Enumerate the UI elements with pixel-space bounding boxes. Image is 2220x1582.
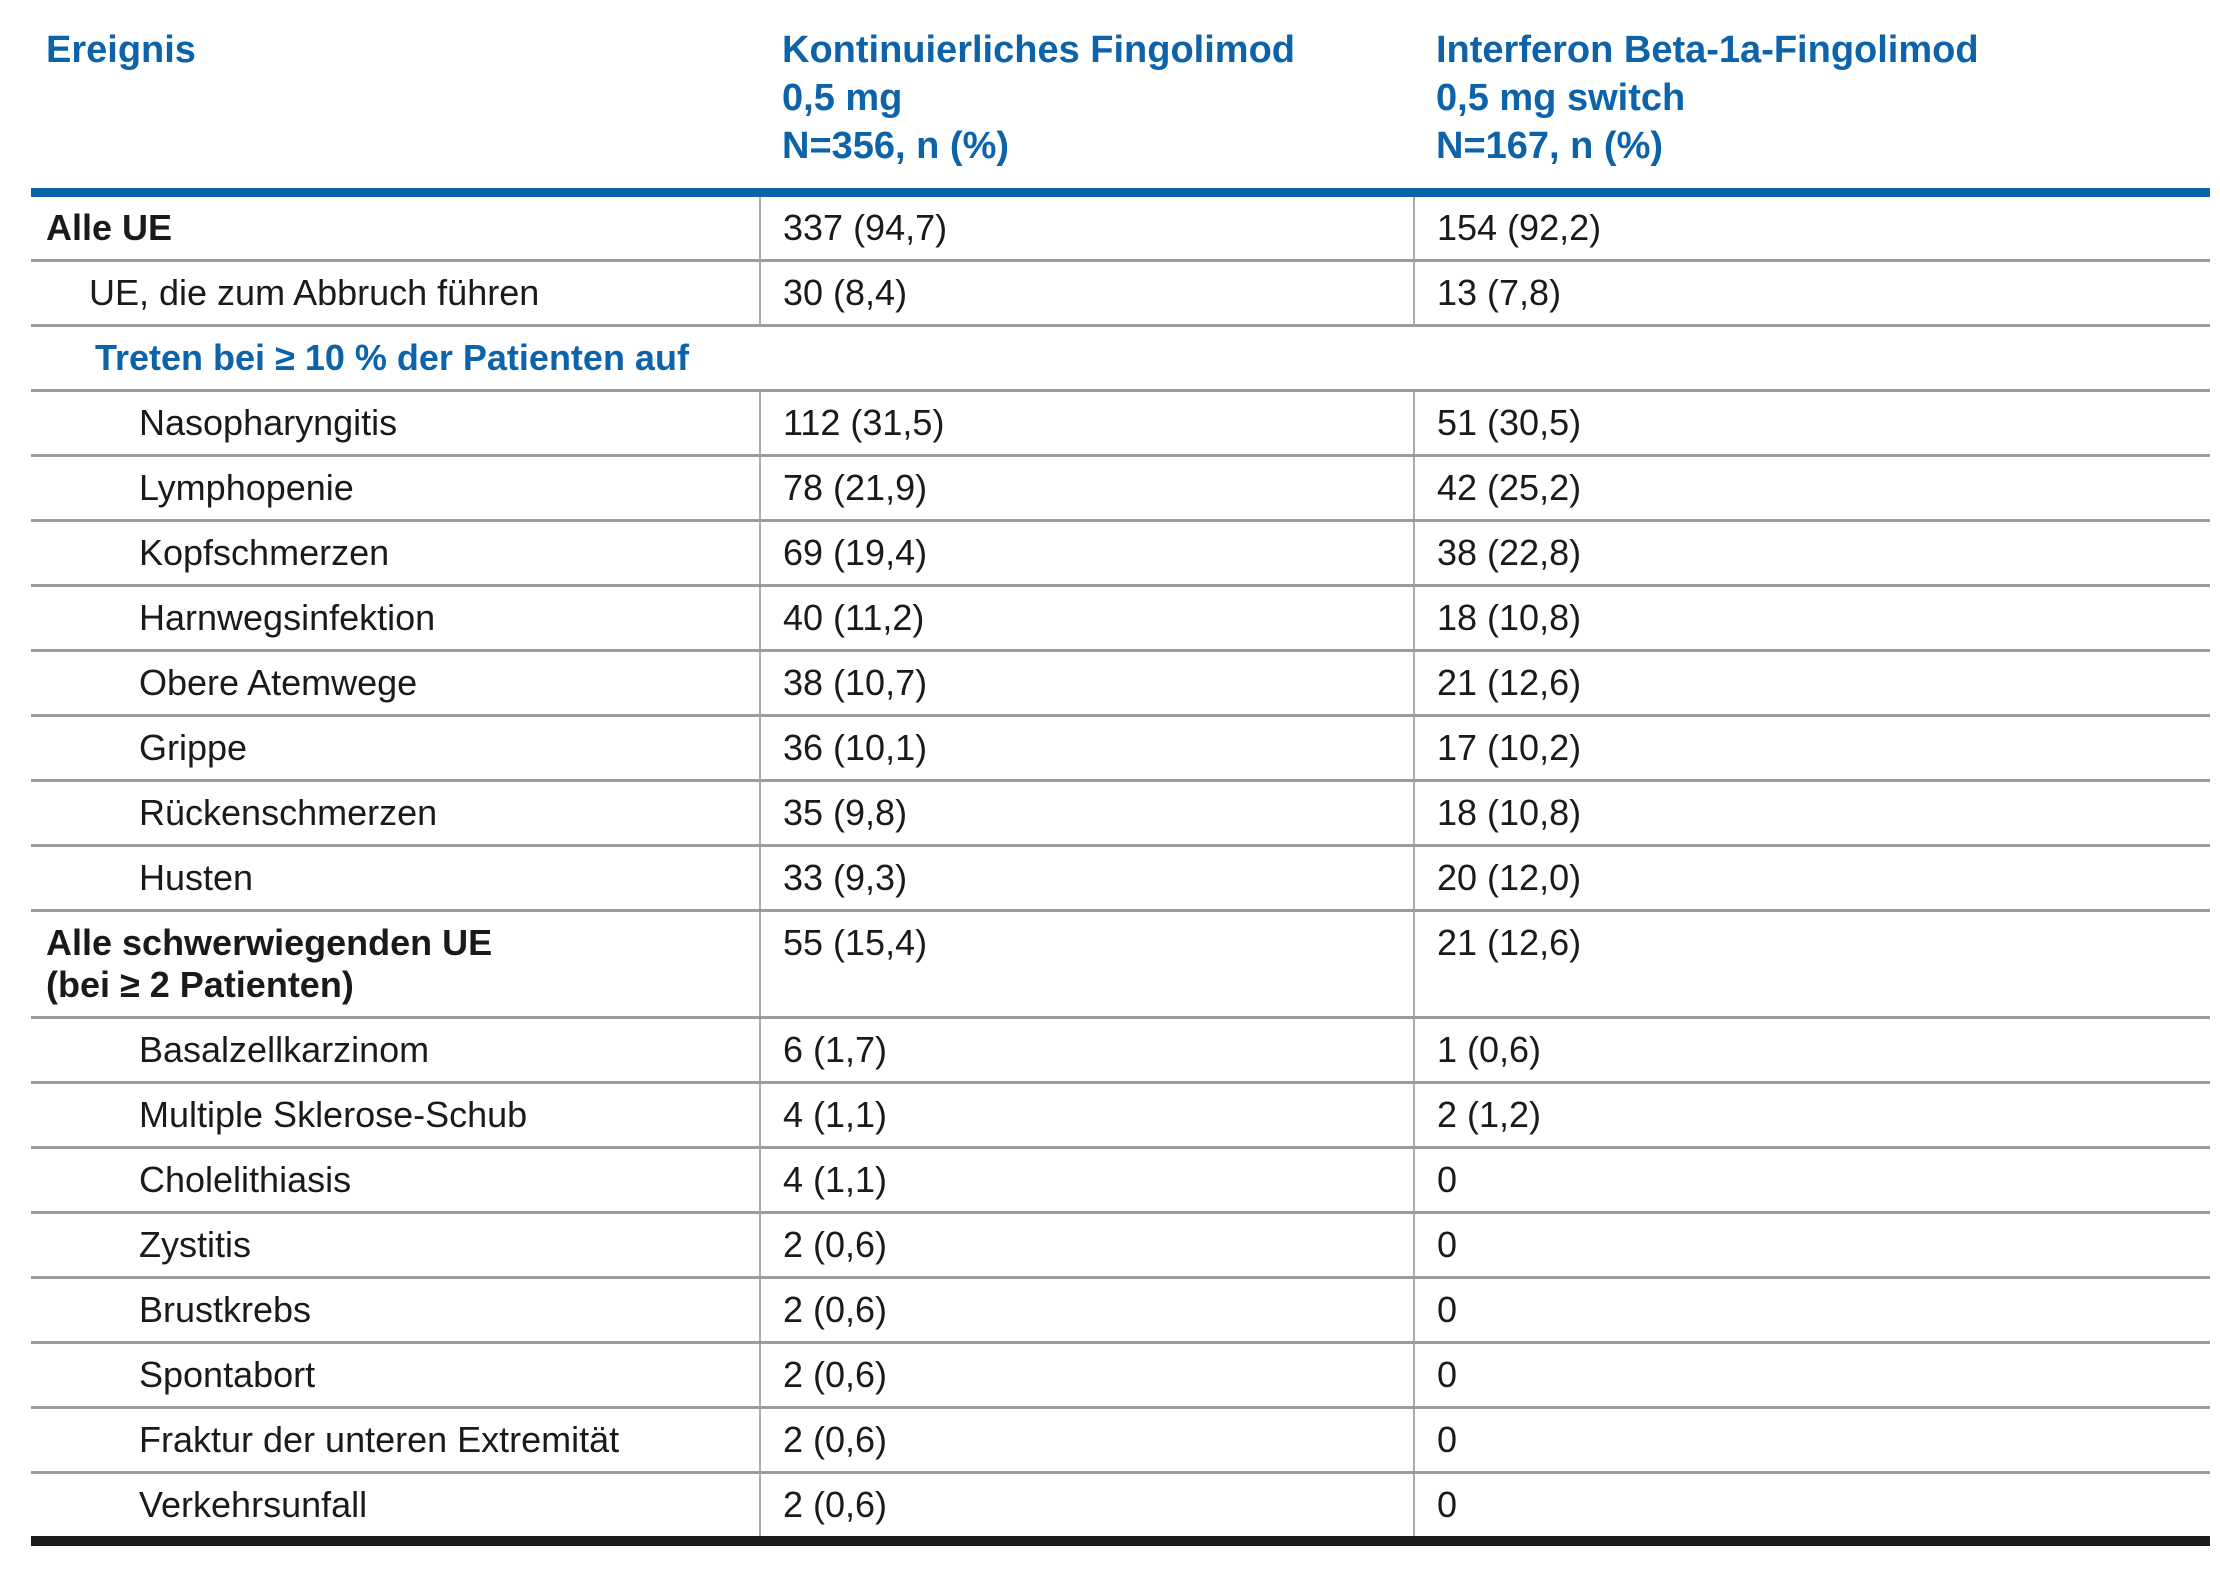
row-value-cell-col3: 17 (10,2) [1413,715,2210,782]
row-value-cell-col2: 36 (10,1) [759,715,1414,782]
row-value-cell-col3: 154 (92,2) [1413,192,2210,262]
table-row: Multiple Sklerose-Schub 4 (1,1) 2 (1,2) [31,1082,2210,1149]
table-row: Obere Atemwege 38 (10,7) 21 (12,6) [31,650,2210,717]
row-label-cell: Alle UE [31,192,760,262]
row-label-cell: Lymphopenie [31,455,760,522]
table-row: Harnwegsinfektion 40 (11,2) 18 (10,8) [31,585,2210,652]
row-value-cell-col3: 13 (7,8) [1413,260,2210,327]
row-label-cell: Fraktur der unteren Extremität [31,1407,760,1474]
table-row: Fraktur der unteren Extremität 2 (0,6) 0 [31,1407,2210,1474]
row-value-cell-col3: 0 [1413,1342,2210,1409]
row-label-cell: Nasopharyngitis [31,390,760,457]
table-row: Basalzellkarzinom 6 (1,7) 1 (0,6) [31,1017,2210,1084]
table-row: Kopfschmerzen 69 (19,4) 38 (22,8) [31,520,2210,587]
table-row: Verkehrsunfall 2 (0,6) 0 [31,1472,2210,1541]
row-value-cell-col3: 0 [1413,1147,2210,1214]
row-label-cell: Basalzellkarzinom [31,1017,760,1084]
row-label-cell: UE, die zum Abbruch führen [31,260,760,327]
row-value-cell-col2: 78 (21,9) [759,455,1414,522]
row-label-cell: Husten [31,845,760,912]
table-header-row: Ereignis Kontinuierliches Fingolimod 0,5… [31,0,2210,193]
row-label-cell: Harnwegsinfektion [31,585,760,652]
table-row: Nasopharyngitis 112 (31,5) 51 (30,5) [31,390,2210,457]
table-row: Alle UE 337 (94,7) 154 (92,2) [31,192,2210,262]
table-header-interferon-switch: Interferon Beta-1a-Fingolimod 0,5 mg swi… [1436,29,1979,167]
row-value-cell-col2: 35 (9,8) [759,780,1414,847]
row-label-cell: Spontabort [31,1342,760,1409]
table-row: Grippe 36 (10,1) 17 (10,2) [31,715,2210,782]
table-header-continuous-fingolimod: Kontinuierliches Fingolimod 0,5 mg N=356… [782,29,1295,167]
section-row: Treten bei ≥ 10 % der Patienten auf [31,325,2210,392]
row-value-cell-col3: 1 (0,6) [1413,1017,2210,1084]
row-value-cell-col2: 4 (1,1) [759,1082,1414,1149]
row-value-cell-col3: 20 (12,0) [1413,845,2210,912]
row-value-cell-col2: 2 (0,6) [759,1342,1414,1409]
row-label-cell: Zystitis [31,1212,760,1279]
row-value-cell-col3: 2 (1,2) [1413,1082,2210,1149]
row-value-cell-col3: 0 [1413,1407,2210,1474]
row-label-cell: Cholelithiasis [31,1147,760,1214]
table-row: Zystitis 2 (0,6) 0 [31,1212,2210,1279]
adverse-events-table: Ereignis Kontinuierliches Fingolimod 0,5… [31,0,2210,1546]
table-row: Brustkrebs 2 (0,6) 0 [31,1277,2210,1344]
adverse-events-table-grid: Ereignis Kontinuierliches Fingolimod 0,5… [31,0,2210,1546]
row-value-cell-col3: 18 (10,8) [1413,585,2210,652]
row-value-cell-col3: 0 [1413,1277,2210,1344]
row-label-cell: Rückenschmerzen [31,780,760,847]
row-value-cell-col2: 2 (0,6) [759,1277,1414,1344]
row-label-cell: Verkehrsunfall [139,1484,368,1525]
table-row: Rückenschmerzen 35 (9,8) 18 (10,8) [31,780,2210,847]
row-value-cell-col2: 33 (9,3) [759,845,1414,912]
row-value-cell-col3: 38 (22,8) [1413,520,2210,587]
row-value-cell-col2: 4 (1,1) [759,1147,1414,1214]
table-row: Lymphopenie 78 (21,9) 42 (25,2) [31,455,2210,522]
row-value-cell-col3: 21 (12,6) [1413,910,2210,1019]
row-value-cell-col2: 30 (8,4) [759,260,1414,327]
row-value-cell-col3: 51 (30,5) [1413,390,2210,457]
table-row: Cholelithiasis 4 (1,1) 0 [31,1147,2210,1214]
row-value-cell-col2: 38 (10,7) [759,650,1414,717]
table-row: Husten 33 (9,3) 20 (12,0) [31,845,2210,912]
table-row: Alle schwerwiegenden UE (bei ≥ 2 Patient… [31,910,2210,1019]
row-value-cell-col2: 112 (31,5) [759,390,1414,457]
row-label-cell: Obere Atemwege [31,650,760,717]
row-label-cell: Kopfschmerzen [31,520,760,587]
row-value-cell-col3: 42 (25,2) [1413,455,2210,522]
table-header: Ereignis Kontinuierliches Fingolimod 0,5… [31,0,2210,193]
table-header-event: Ereignis [46,29,196,71]
row-label-cell: Grippe [31,715,760,782]
table-row: Spontabort 2 (0,6) 0 [31,1342,2210,1409]
row-value-cell-col3: 0 [1413,1472,2210,1541]
row-label-cell: Multiple Sklerose-Schub [31,1082,760,1149]
row-value-cell-col2: 55 (15,4) [759,910,1414,1019]
section-label: Treten bei ≥ 10 % der Patienten auf [31,325,2210,392]
table-row: UE, die zum Abbruch führen 30 (8,4) 13 (… [31,260,2210,327]
row-value-cell-col2: 2 (0,6) [759,1472,1414,1541]
row-label-cell: Brustkrebs [31,1277,760,1344]
row-label-cell: Alle schwerwiegenden UE (bei ≥ 2 Patient… [31,910,760,1019]
row-value-cell-col3: 0 [1413,1212,2210,1279]
row-value-cell-col2: 337 (94,7) [759,192,1414,262]
row-value-cell-col2: 69 (19,4) [759,520,1414,587]
row-value-cell-col2: 2 (0,6) [759,1407,1414,1474]
row-value-cell-col2: 2 (0,6) [759,1212,1414,1279]
row-value-cell-col2: 6 (1,7) [759,1017,1414,1084]
row-value-cell-col3: 18 (10,8) [1413,780,2210,847]
row-value-cell-col2: 40 (11,2) [759,585,1414,652]
table-body: Alle UE 337 (94,7) 154 (92,2) UE, die zu… [31,192,2210,1541]
row-value-cell-col3: 21 (12,6) [1413,650,2210,717]
